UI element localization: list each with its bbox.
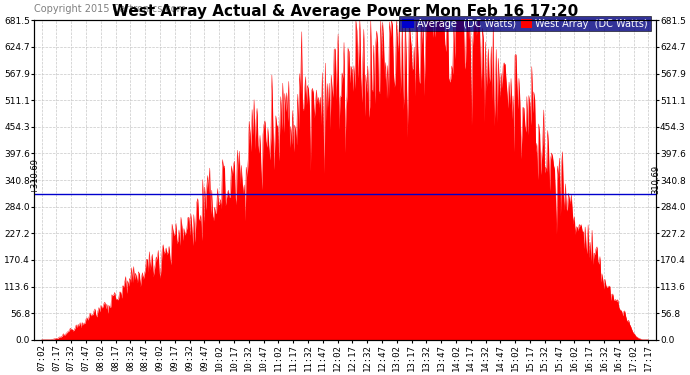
Text: 310.69: 310.69	[651, 165, 660, 194]
Legend: Average  (DC Watts), West Array  (DC Watts): Average (DC Watts), West Array (DC Watts…	[400, 16, 651, 32]
Title: West Array Actual & Average Power Mon Feb 16 17:20: West Array Actual & Average Power Mon Fe…	[112, 4, 578, 19]
Text: Copyright 2015 Cartronics.com: Copyright 2015 Cartronics.com	[34, 4, 186, 14]
Text: +310.69: +310.69	[30, 158, 39, 194]
